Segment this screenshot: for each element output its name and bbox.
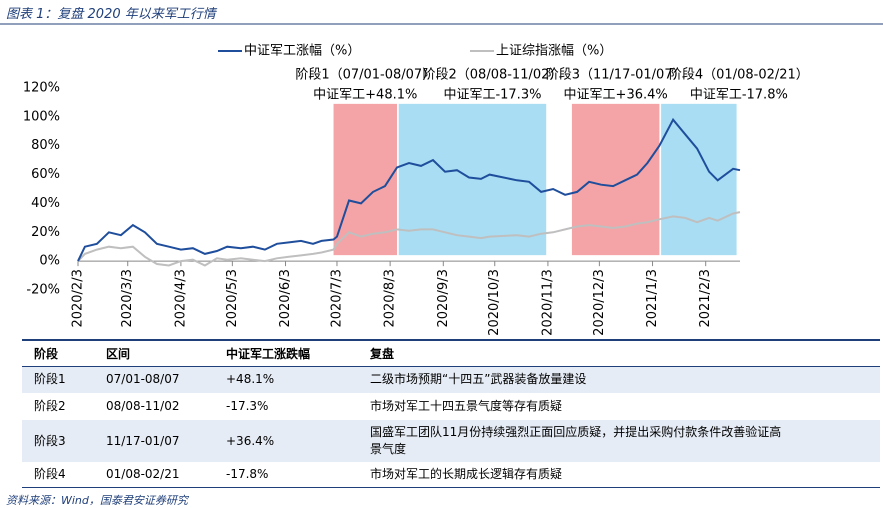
stage-sublabel: 中证军工-17.3% [443,88,541,103]
x-tick-label: 2020/8/3 [383,269,398,327]
x-tick-label: 2020/4/3 [173,269,188,327]
y-tick-label: -20% [26,283,60,298]
table-cell: 阶段1 [34,372,66,386]
stage-label: 阶段1（07/01-08/07） [295,68,435,83]
x-tick-label: 2021/2/3 [698,269,713,327]
stage-label: 阶段4（01/08-02/21） [669,68,809,83]
legend-label: 上证综指涨幅（%） [496,44,612,59]
table-cell: 01/08-02/21 [106,467,180,481]
y-tick-label: 20% [31,225,60,240]
table-cell: 二级市场预期“十四五”武器装备放量建设 [370,372,587,386]
x-tick-label: 2020/12/3 [592,269,607,336]
table-header: 阶段 [34,346,59,361]
x-tick-label: 2020/5/3 [225,269,240,327]
y-tick-label: 40% [31,196,60,211]
stage-band [661,103,737,256]
stage-sublabel: 中证军工-17.8% [690,88,788,103]
table-cell: 07/01-08/07 [106,372,180,386]
table-rule [22,339,880,341]
row-shade [22,366,880,393]
series-line [77,117,741,262]
chart: 阶段1（07/01-08/07） 中证军工+48.1% 阶段2（08/08-11/0… [0,23,883,336]
table-rule [22,366,880,367]
row-shade [22,420,880,462]
stage-label: 阶段2（08/08-11/02） [423,68,563,83]
table-cell: 市场对军工十四五景气度等存有质疑 [370,399,563,413]
stage-band [571,103,660,256]
y-tick-label: 100% [23,109,60,124]
table-cell: 市场对军工的长期成长逻辑存有质疑 [370,467,563,481]
table-cell: +48.1% [226,372,275,386]
table-cell: 阶段2 [34,399,66,413]
table-cell: 阶段3 [34,433,66,448]
x-tick-label: 2020/6/3 [278,269,293,327]
table-cell: +36.4% [226,433,275,448]
stage-band [398,103,547,256]
table-cell: 08/08-11/02 [106,399,180,413]
table-header: 区间 [106,346,131,361]
x-tick-label: 2020/3/3 [120,269,135,327]
y-tick-label: 80% [31,138,60,153]
x-tick-label: 2020/10/3 [487,269,502,336]
x-tick-label: 2020/9/3 [436,269,451,327]
x-tick-label: 2020/11/3 [540,269,555,336]
y-tick-label: 120% [23,81,60,96]
table-cell: -17.8% [226,467,269,481]
table-cell: 11/17-01/07 [106,433,180,448]
y-tick-label: 0% [39,254,60,269]
y-tick-label: 60% [31,167,60,182]
legend-label: 中证军工涨幅（%） [244,44,360,59]
stage-sublabel: 中证军工+48.1% [313,88,417,103]
table-cell: 国盛军工团队11月份持续强烈正面回应质疑，并提出采购付款条件改善验证高景气度 [370,425,782,456]
stage-sublabel: 中证军工+36.4% [564,88,668,103]
table-cell: -17.3% [226,399,269,413]
table-cell: 阶段4 [34,467,66,481]
stage-label: 阶段3（11/17-01/07） [546,68,686,83]
title: 图表 1：复盘 2020 年以来军工行情 [6,7,216,22]
table-header: 中证军工涨跌幅 [226,346,311,361]
x-tick-label: 2021/1/3 [645,269,660,327]
x-tick-label: 2020/7/3 [329,269,344,327]
source: 资料来源：Wind，国泰君安证券研究 [6,494,188,507]
table-header: 复盘 [370,346,395,361]
table-rule [22,487,880,488]
x-tick-label: 2020/2/3 [71,269,86,327]
stage-band [333,103,397,256]
series-line [77,211,741,267]
